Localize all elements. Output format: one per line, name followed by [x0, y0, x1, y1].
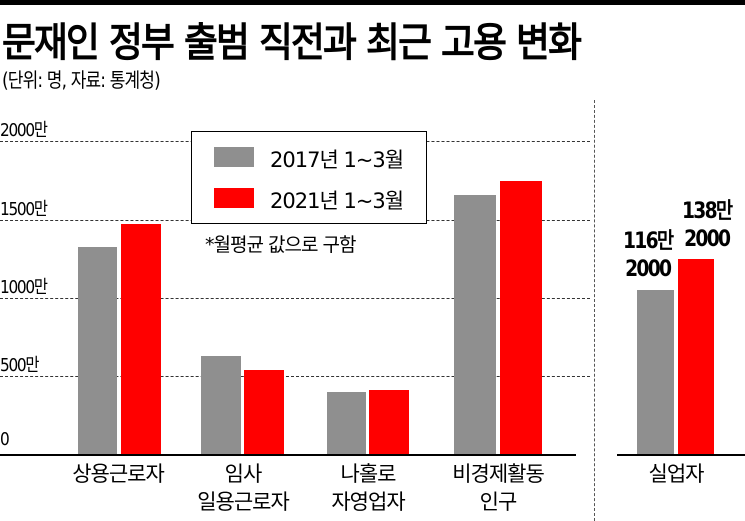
legend-swatch-2021: [214, 188, 254, 208]
bar-unemployed-2017: [637, 290, 674, 454]
bar-regular-2021: [121, 224, 161, 454]
x-label-temp: 임사 일용근로자: [190, 460, 296, 516]
x-label-selfemployed: 나홀로 자영업자: [318, 460, 418, 516]
gridline-1000: [0, 298, 590, 299]
bar-temp-2017: [201, 356, 241, 454]
value-line1: 116만: [623, 229, 674, 254]
y-tick-1500: 1500만: [0, 199, 48, 220]
y-tick-500: 500만: [0, 355, 39, 376]
legend-box: 2017년 1~3월 2021년 1~3월: [191, 131, 427, 224]
x-label-regular: 상용근로자: [68, 460, 168, 488]
x-axis-line: [0, 454, 576, 456]
top-rule: [0, 0, 745, 5]
x-label-line1: 상용근로자: [72, 462, 165, 486]
gridline-500: [0, 376, 590, 377]
value-line2: 2000: [684, 227, 731, 252]
bar-temp-2021: [244, 370, 284, 454]
bar-regular-2017: [78, 247, 117, 454]
bar-inactive-2021: [500, 181, 542, 454]
bar-selfemployed-2021: [369, 390, 409, 454]
x-label-line1: 실업자: [648, 462, 705, 486]
bar-inactive-2017: [454, 195, 496, 454]
chart-title: 문재인 정부 출범 직전과 최근 고용 변화: [2, 20, 582, 66]
x-label-line1: 임사: [224, 462, 263, 486]
panel-separator: [594, 100, 595, 521]
x-label-line1: 비경제활동: [452, 462, 545, 486]
bar-selfemployed-2017: [327, 392, 366, 454]
chart-subtitle: (단위: 명, 자료: 통계청): [2, 68, 161, 92]
x-label-line2: 일용근로자: [197, 490, 290, 514]
legend-label-2021: 2021년 1~3월: [270, 189, 404, 213]
legend-label-2017: 2017년 1~3월: [270, 148, 404, 172]
legend-swatch-2017: [214, 147, 254, 167]
value-line2: 2000: [625, 257, 672, 282]
x-label-unemployed: 실업자: [626, 460, 726, 488]
value-label-unemployed-2017: 116만 2000: [623, 228, 674, 284]
y-tick-1000: 1000만: [0, 277, 48, 298]
x-label-line2: 자영업자: [331, 490, 405, 514]
value-label-unemployed-2021: 138만 2000: [682, 198, 733, 254]
footnote-monthly-average: *월평균 값으로 구함: [205, 234, 356, 256]
x-label-inactive: 비경제활동 인구: [446, 460, 550, 516]
x-axis-line-unemployed: [617, 454, 745, 456]
bar-unemployed-2021: [678, 259, 714, 454]
value-line1: 138만: [682, 199, 733, 224]
x-label-line1: 나홀로: [340, 462, 397, 486]
y-tick-0: 0: [0, 429, 10, 450]
y-tick-2000: 2000만: [0, 120, 48, 141]
x-label-line2: 인구: [479, 490, 518, 514]
